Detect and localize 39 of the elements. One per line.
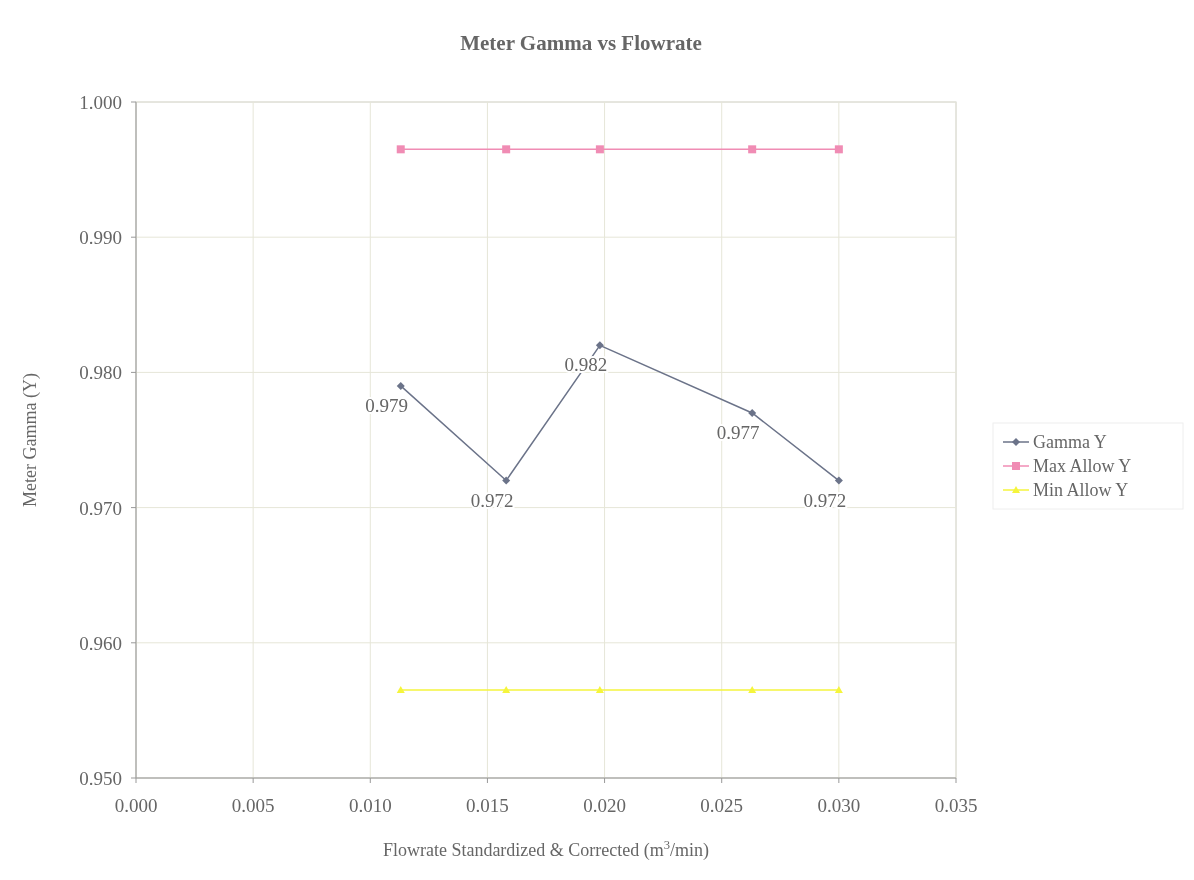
y-tick-label: 1.000 <box>79 92 122 113</box>
data-label: 0.972 <box>470 489 514 511</box>
data-label: 0.979 <box>365 394 409 416</box>
point <box>502 476 511 485</box>
point <box>502 686 511 694</box>
data-label: 0.977 <box>716 421 760 443</box>
point <box>396 381 405 390</box>
point <box>748 145 757 154</box>
y-tick-label: 0.970 <box>79 497 122 519</box>
point <box>748 686 757 694</box>
legend-label: Min Allow Y <box>1033 480 1129 500</box>
y-axis-title: Meter Gamma (Y) <box>20 373 41 507</box>
point <box>834 476 843 485</box>
point <box>834 145 843 154</box>
y-tick-label: 0.990 <box>79 227 122 249</box>
point <box>595 145 604 154</box>
y-tick-label: 0.960 <box>79 632 122 654</box>
data-label: 0.972 <box>803 489 847 511</box>
y-tick-label: 0.980 <box>79 362 122 384</box>
x-tick-label: 0.015 <box>466 795 509 816</box>
point <box>396 686 405 694</box>
y-tick-label: 0.950 <box>79 768 122 789</box>
legend-label: Gamma Y <box>1033 432 1107 452</box>
legend-label: Max Allow Y <box>1033 456 1132 476</box>
x-tick-label: 0.025 <box>700 795 744 816</box>
x-tick-label: 0.035 <box>934 795 978 816</box>
x-tick-label: 0.000 <box>114 795 158 816</box>
point <box>748 408 757 417</box>
chart-title: Meter Gamma vs Flowrate <box>460 31 702 55</box>
x-tick-label: 0.005 <box>231 795 275 816</box>
point <box>834 686 843 694</box>
point <box>595 686 604 694</box>
x-tick-label: 0.030 <box>817 795 861 816</box>
x-axis-title: Flowrate Standardized & Corrected (m$^{3}$/min) <box>382 838 710 861</box>
point <box>502 145 511 154</box>
x-tick-label: 0.020 <box>583 795 626 816</box>
x-tick-label: 0.010 <box>348 795 392 816</box>
point <box>396 145 405 154</box>
point <box>595 341 604 350</box>
